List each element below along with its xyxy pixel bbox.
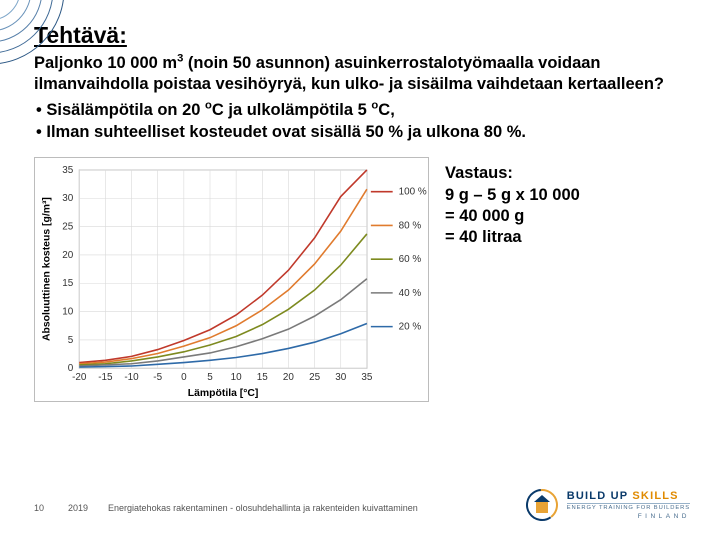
- svg-text:30: 30: [335, 372, 347, 383]
- svg-text:-15: -15: [98, 372, 113, 383]
- svg-text:0: 0: [181, 372, 187, 383]
- svg-text:40 %: 40 %: [399, 288, 422, 299]
- svg-text:80 %: 80 %: [399, 221, 422, 232]
- svg-text:-20: -20: [72, 372, 87, 383]
- logo-line1: BUILD UP SKILLS: [567, 490, 690, 502]
- svg-text:35: 35: [361, 372, 373, 383]
- slide: Tehtävä: Paljonko 10 000 m3 (noin 50 asu…: [0, 0, 720, 540]
- footer-year: 2019: [68, 503, 88, 513]
- corner-arcs: [0, 0, 140, 100]
- svg-text:Lämpötila [°C]: Lämpötila [°C]: [188, 388, 259, 399]
- answer-line: = 40 000 g: [445, 206, 580, 227]
- svg-text:10: 10: [62, 307, 74, 318]
- logo-icon: [525, 488, 559, 522]
- svg-text:20 %: 20 %: [399, 322, 422, 333]
- logo-line2: ENERGY TRAINING FOR BUILDERS: [567, 503, 690, 511]
- footer-text: Energiatehokas rakentaminen - olosuhdeha…: [108, 503, 418, 514]
- humidity-chart: -20 -15 -10 -5 0 5 10 15 20 25 30 35 0 5 10 15 20 25 30 35 L…: [34, 157, 429, 402]
- chart-svg: -20 -15 -10 -5 0 5 10 15 20 25 30 35 0 5 10 15 20 25 30 35 L…: [35, 158, 428, 401]
- svg-text:25: 25: [309, 372, 321, 383]
- logo-word-a: BUILD UP: [567, 490, 628, 502]
- bullet-list: Sisälämpötila on 20 oC ja ulkolämpötila …: [34, 100, 686, 143]
- svg-text:20: 20: [283, 372, 295, 383]
- svg-text:60 %: 60 %: [399, 254, 422, 265]
- svg-text:30: 30: [62, 193, 74, 204]
- svg-text:10: 10: [231, 372, 243, 383]
- logo-word-b: SKILLS: [632, 490, 678, 502]
- svg-text:-10: -10: [124, 372, 139, 383]
- logo-line3: FINLAND: [567, 513, 690, 520]
- svg-text:Absoluuttinen kosteus [g/m³]: Absoluuttinen kosteus [g/m³]: [41, 197, 52, 341]
- logo-text: BUILD UP SKILLS ENERGY TRAINING FOR BUIL…: [567, 490, 690, 520]
- svg-text:0: 0: [68, 363, 74, 374]
- svg-text:15: 15: [62, 278, 74, 289]
- svg-text:5: 5: [68, 335, 74, 346]
- svg-text:20: 20: [62, 250, 74, 261]
- svg-text:35: 35: [62, 165, 74, 176]
- svg-text:100 %: 100 %: [399, 187, 427, 198]
- content-row: -20 -15 -10 -5 0 5 10 15 20 25 30 35 0 5 10 15 20 25 30 35 L…: [34, 157, 686, 402]
- svg-text:-5: -5: [153, 372, 162, 383]
- svg-text:15: 15: [257, 372, 269, 383]
- page-number: 10: [34, 503, 48, 513]
- brand-logo: BUILD UP SKILLS ENERGY TRAINING FOR BUIL…: [525, 488, 690, 522]
- bullet-item: Sisälämpötila on 20 oC ja ulkolämpötila …: [36, 100, 686, 121]
- bullet-item: Ilman suhteelliset kosteudet ovat sisäll…: [36, 122, 686, 143]
- answer-block: Vastaus: 9 g – 5 g x 10 000 = 40 000 g =…: [445, 157, 580, 249]
- svg-text:5: 5: [207, 372, 213, 383]
- answer-line: 9 g – 5 g x 10 000: [445, 185, 580, 206]
- svg-text:25: 25: [62, 222, 74, 233]
- answer-line: = 40 litraa: [445, 227, 580, 248]
- footer: 10 2019 Energiatehokas rakentaminen - ol…: [34, 503, 418, 514]
- answer-heading: Vastaus:: [445, 163, 580, 184]
